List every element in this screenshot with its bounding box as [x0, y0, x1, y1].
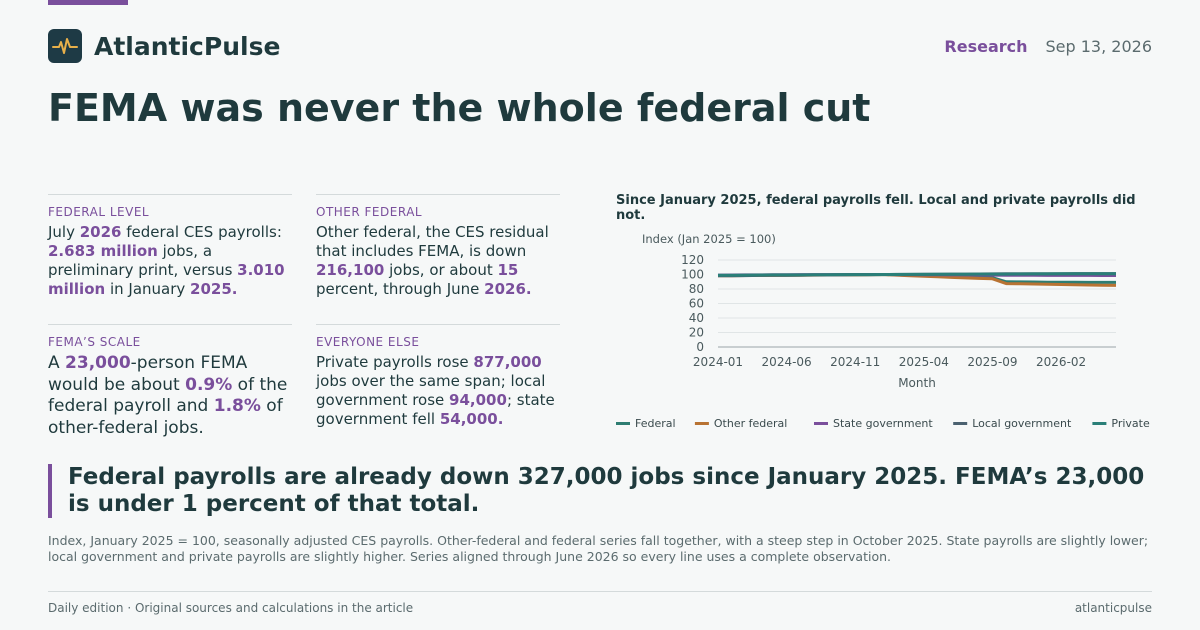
chart-caption: Index, January 2025 = 100, seasonally ad…: [48, 533, 1149, 564]
legend-label-other-federal: Other federal: [714, 417, 787, 430]
highlight-value: 2026.: [484, 280, 532, 298]
highlight-value: 2026: [79, 223, 122, 241]
highlight-value: 0.9%: [185, 374, 233, 395]
highlight-value: 94,000: [449, 391, 507, 409]
text-run: of the federal payroll and: [48, 374, 288, 417]
y-tick-label: 40: [689, 311, 704, 325]
y-tick-label: 80: [689, 282, 704, 296]
highlight-value: 216,100: [316, 261, 385, 279]
y-tick-label: 120: [681, 253, 704, 267]
text-run: jobs, or about: [384, 261, 498, 279]
chart-title: Since January 2025, federal payrolls fel…: [616, 193, 1136, 223]
page-footer: Daily edition · Original sources and cal…: [48, 591, 1152, 615]
y-tick-label: 60: [689, 297, 704, 311]
card-label: FEDERAL LEVEL: [48, 205, 150, 219]
highlight-value: 23,000: [65, 353, 131, 373]
stat-card-federal-level: FEDERAL LEVEL July 2026 federal CES payr…: [48, 194, 292, 299]
pull-quote: Federal payrolls are already down 327,00…: [48, 464, 1148, 518]
card-text: Private payrolls rose 877,000 jobs over …: [316, 353, 560, 429]
highlight-value: 15: [497, 261, 519, 279]
stat-card-other-federal: OTHER FEDERAL Other federal, the CES res…: [316, 194, 560, 299]
y-axis-label: Index (Jan 2025 = 100): [642, 232, 776, 246]
legend-label-private: Private: [1111, 417, 1150, 430]
x-tick-label: 2024-06: [762, 355, 812, 369]
page-title: FEMA was never the whole federal cut: [48, 86, 871, 130]
x-axis-label: Month: [898, 376, 936, 390]
card-text: A 23,000-person FEMA would be about 0.9%…: [48, 353, 292, 439]
section-link[interactable]: Research: [944, 36, 1028, 56]
text-run: in January: [105, 280, 191, 298]
series-line-private: [718, 272, 1116, 277]
brand-name[interactable]: AtlanticPulse: [94, 31, 281, 61]
top-accent-bar: [48, 0, 128, 5]
highlight-value: 1.8%: [213, 396, 261, 416]
site-header: AtlanticPulse Research Sep 13, 2026: [48, 28, 1152, 64]
highlight-value: 2.683 million: [48, 242, 158, 260]
card-text: Other federal, the CES residual that inc…: [316, 223, 560, 299]
text-run: jobs over the same span; local governmen…: [316, 372, 546, 409]
text-run: July: [48, 223, 80, 241]
card-label: OTHER FEDERAL: [316, 205, 423, 219]
x-tick-label: 2025-09: [967, 355, 1017, 369]
footer-site-link[interactable]: atlanticpulse: [1074, 601, 1152, 615]
publish-date: Sep 13, 2026: [1045, 36, 1153, 56]
text-run: percent, through June: [316, 280, 485, 298]
highlight-value: 2025.: [190, 280, 238, 298]
highlight-value: 54,000.: [439, 410, 504, 428]
legend-label-state-government: State government: [833, 417, 933, 430]
y-tick-label: 100: [681, 268, 704, 282]
card-label: FEMA’S SCALE: [48, 335, 141, 349]
stat-card-fema-scale: FEMA’S SCALE A 23,000-person FEMA would …: [48, 324, 292, 439]
x-tick-label: 2024-11: [830, 355, 880, 369]
highlight-value: 3.010 million: [48, 261, 285, 298]
text-run: Private payrolls rose: [316, 353, 474, 371]
text-run: -person FEMA would be about: [48, 353, 248, 395]
text-run: of other-federal jobs.: [48, 396, 283, 438]
text-run: federal CES payrolls:: [121, 223, 282, 241]
text-run: jobs, a preliminary print, versus: [48, 242, 238, 279]
legend-label-local-government: Local government: [972, 417, 1072, 430]
card-text: July 2026 federal CES payrolls: 2.683 mi…: [48, 223, 292, 299]
pulse-icon[interactable]: [48, 29, 82, 63]
x-tick-label: 2024-01: [693, 355, 743, 369]
legend-label-federal: Federal: [635, 417, 676, 430]
card-label: EVERYONE ELSE: [316, 335, 420, 349]
highlight-value: 877,000: [473, 353, 542, 371]
y-tick-label: 0: [696, 340, 704, 354]
x-tick-label: 2025-04: [899, 355, 949, 369]
text-run: A: [48, 353, 66, 373]
text-run: ; state government fell: [316, 391, 555, 428]
footer-edition: Daily edition · Original sources and cal…: [48, 601, 414, 615]
x-tick-label: 2026-02: [1036, 355, 1086, 369]
y-tick-label: 20: [689, 326, 704, 340]
text-run: Other federal, the CES residual that inc…: [316, 223, 549, 260]
stat-card-everyone-else: EVERYONE ELSE Private payrolls rose 877,…: [316, 324, 560, 429]
